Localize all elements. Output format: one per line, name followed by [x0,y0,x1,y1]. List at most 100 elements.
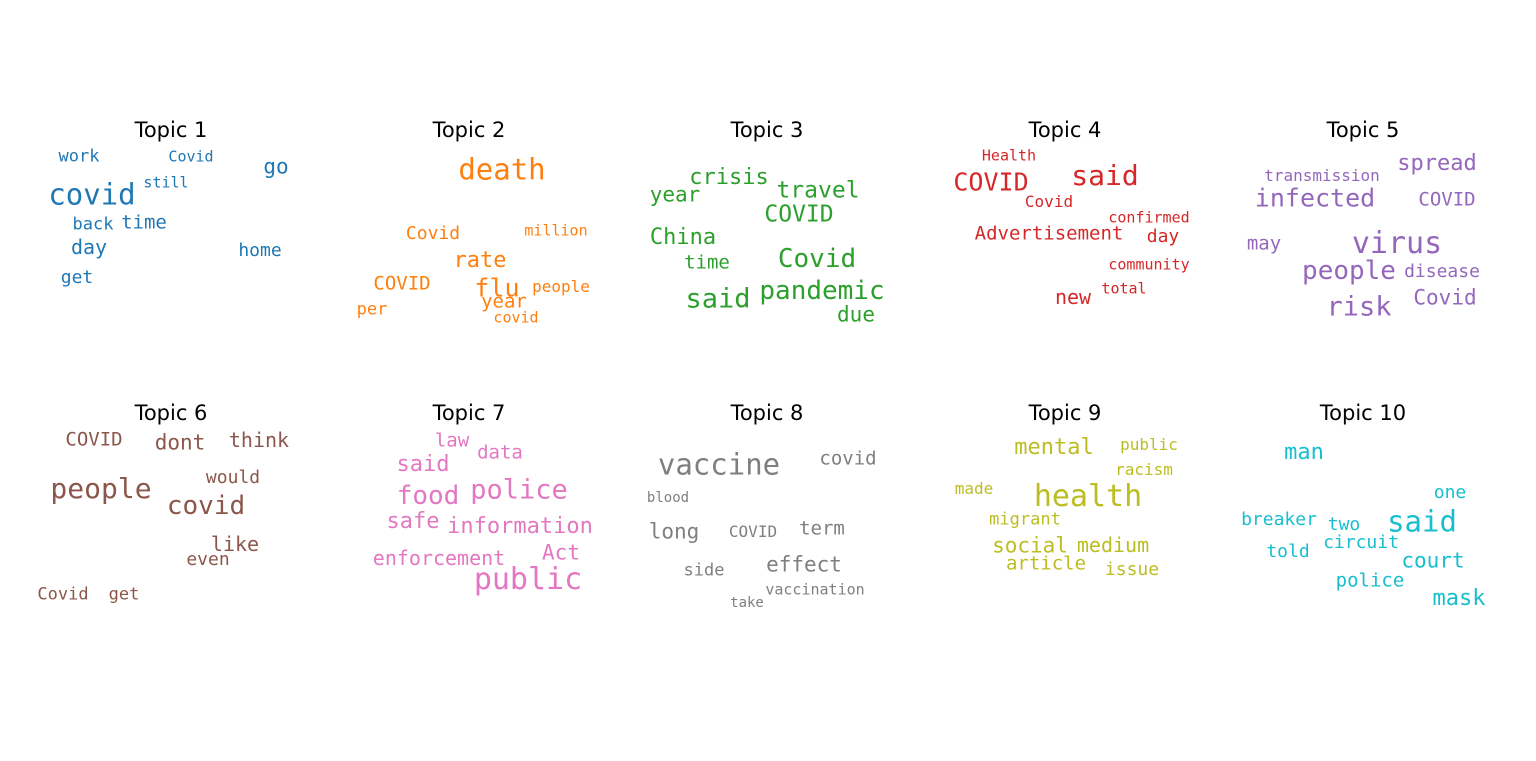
cloud-word: law [434,429,470,452]
cloud-word: due [837,302,875,327]
cloud-word: COVID [1418,188,1476,211]
cloud-word: travel [776,177,860,204]
cloud-word: covid [166,491,246,521]
cloud-word: vaccine [657,447,781,482]
cloud-word: court [1401,548,1465,573]
panel-title: Topic 7 [432,401,506,425]
cloud-word: day [70,235,108,259]
cloud-word: like [210,532,260,556]
panel-title: Topic 9 [1028,401,1102,425]
word-cloud-panel-6: Topic 6 COVID dont think would people covid lik… [21,401,321,621]
cloud-word: covid [48,177,136,212]
cloud-word: time [121,211,167,234]
cloud-word: article [1005,552,1087,575]
cloud-word: home [238,240,282,261]
cloud-word: take [730,595,764,611]
cloud-word: million [524,221,588,240]
cloud-word: said [1071,159,1139,192]
cloud-word: said [1387,504,1457,539]
cloud-word: may [1246,232,1282,255]
cloud-word: people [1302,256,1396,286]
cloud-word: Covid [777,244,857,274]
cloud-word: police [470,474,568,506]
cloud-word: made [954,479,994,498]
cloud-word: people [50,472,152,505]
cloud-word: effect [766,552,842,577]
cloud-word: crisis [689,165,769,190]
cloud-word: COVID [65,428,123,451]
cloud-word: social [992,533,1068,558]
cloud-word: public [473,562,583,597]
cloud-word: people [532,277,590,296]
cloud-word: man [1284,440,1324,465]
panel-title: Topic 10 [1319,401,1407,425]
cloud-word: new [1054,285,1092,309]
cloud-word: mask [1432,586,1486,611]
cloud-word: transmission [1264,166,1380,185]
cloud-word: information [447,514,593,539]
cloud-word: work [58,146,100,167]
word-cloud-panel-10: Topic 10 man one breaker two said circuit told c… [1213,401,1513,621]
cloud-word: Covid [168,147,214,166]
cloud-word: flu [474,273,520,303]
cloud-word: Covid [1413,285,1477,310]
cloud-word: community [1108,255,1190,274]
cloud-word: data [477,441,523,464]
cloud-word: Act [542,540,580,565]
cloud-word: day [1146,226,1180,247]
cloud-word: vaccination [765,580,865,599]
panel-title: Topic 8 [730,401,804,425]
cloud-word: spread [1397,151,1477,176]
panel-title: Topic 1 [134,118,208,142]
cloud-word: Covid [37,584,89,605]
cloud-word: pandemic [759,276,885,306]
cloud-word: breaker [1241,509,1317,530]
word-cloud-panel-9: Topic 9 mental public racism made health migra… [915,401,1215,621]
panel-title: Topic 5 [1326,118,1400,142]
cloud-word: would [205,467,261,488]
word-cloud-panel-7: Topic 7 law data said food police safe informat… [319,401,619,621]
cloud-word: get [60,267,94,288]
cloud-word: disease [1404,261,1480,282]
cloud-word: virus [1351,226,1443,261]
cloud-word: China [649,225,717,250]
cloud-word: blood [646,490,690,506]
cloud-word: term [799,517,845,540]
cloud-word: rate [453,248,507,273]
cloud-word: go [263,154,289,179]
cloud-word: public [1120,435,1178,454]
cloud-word: one [1433,482,1467,503]
panel-title: Topic 2 [432,118,506,142]
cloud-word: Covid [1024,192,1074,211]
word-cloud-panel-2: Topic 2 death Covid million rate COVID flu peop… [319,118,619,338]
word-cloud-panel-4: Topic 4 Health COVID said Covid confirmed Adve… [915,118,1215,338]
cloud-word: Health [981,146,1037,165]
cloud-word: circuit [1323,532,1399,553]
cloud-word: safe [386,509,440,534]
cloud-word: told [1266,541,1310,562]
cloud-word: covid [819,447,877,470]
cloud-word: medium [1076,533,1150,557]
cloud-word: COVID [764,201,834,228]
cloud-word: police [1335,569,1405,592]
cloud-word: even [186,549,230,570]
cloud-word: racism [1115,460,1173,479]
word-cloud-panel-1: Topic 1 work Covid go covid still back time day h… [21,118,321,338]
cloud-word: year [649,182,701,207]
cloud-word: Covid [405,223,461,244]
cloud-word: two [1327,514,1361,535]
panel-title: Topic 3 [730,118,804,142]
cloud-word: COVID [728,522,778,541]
cloud-word: confirmed [1108,208,1190,227]
cloud-word: said [396,452,450,477]
cloud-word: time [684,251,730,274]
cloud-word: get [108,584,140,605]
cloud-word: COVID [373,272,431,295]
cloud-word: side [683,560,725,581]
cloud-word: Advertisement [974,222,1124,245]
word-cloud-panel-3: Topic 3 crisis year travel COVID China time Cov… [617,118,917,338]
cloud-word: health [1033,479,1143,514]
cloud-word: death [458,152,546,187]
cloud-word: total [1101,279,1147,298]
